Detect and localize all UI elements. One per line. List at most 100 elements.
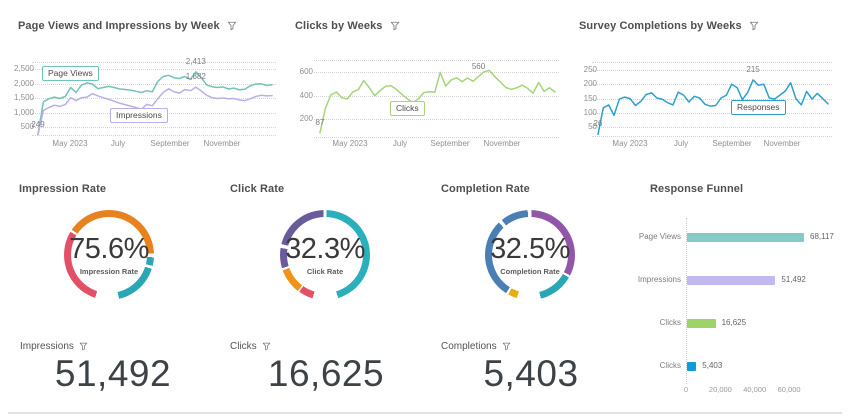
grid-line: [592, 98, 832, 100]
y-axis-tick-label: 500: [20, 122, 34, 132]
funnel-x-tick-label: 0: [683, 385, 689, 394]
filter-icon[interactable]: [79, 342, 88, 351]
grid-line: [32, 98, 276, 100]
x-axis-label: May 2023: [612, 139, 648, 148]
grid-line: [32, 62, 276, 63]
series-line-responses[interactable]: [597, 79, 829, 136]
data-point-annotation: 215: [746, 64, 760, 74]
x-axis-label: May 2023: [52, 139, 88, 148]
grid-line: [592, 113, 832, 114]
funnel-zero-axis: [686, 218, 687, 384]
x-axis-label: November: [203, 139, 241, 148]
funnel-value-label: 5,403: [702, 361, 723, 370]
filter-icon[interactable]: [502, 342, 511, 351]
x-axis-label: November: [763, 139, 801, 148]
grid-line: [314, 71, 559, 73]
chart-title-text: Page Views and Impressions by Week: [18, 20, 220, 32]
y-axis-tick-label: 200: [299, 114, 313, 124]
line-plot-area: [37, 71, 273, 136]
gauge-completion-rate[interactable]: 32.5% Completion Rate: [485, 210, 575, 300]
grid-line: [592, 136, 832, 137]
y-axis-tick-label: 400: [299, 90, 313, 100]
filter-icon[interactable]: [262, 342, 271, 351]
gauge-impression-rate[interactable]: 75.6% Impression Rate: [64, 210, 154, 300]
y-axis-tick-label: 1,000: [13, 107, 34, 117]
gauge-title-text: Click Rate: [230, 183, 285, 195]
series-label-chip-clicks[interactable]: Clicks: [390, 101, 425, 116]
grid-line: [32, 127, 276, 129]
x-axis-label: July: [392, 139, 408, 148]
funnel-x-tick-label: 60,000: [777, 385, 801, 394]
funnel-value-label: 16,625: [721, 318, 747, 327]
line-plot-area: [597, 79, 829, 136]
chart-title-text: Clicks by Weeks: [295, 20, 383, 32]
funnel-bar-page-views[interactable]: [687, 232, 804, 242]
funnel-x-tick-label: 20,000: [708, 385, 732, 394]
bottom-divider: [8, 412, 842, 414]
funnel-category-label: Page Views: [638, 232, 681, 241]
x-axis-label: May 2023: [332, 139, 368, 148]
data-point-annotation: 87: [315, 117, 325, 127]
funnel-category-label: Impressions: [637, 275, 681, 284]
line-plot-area: [319, 69, 556, 134]
grid-line: [32, 134, 276, 136]
data-point-annotation: 249: [31, 119, 45, 129]
funnel-category-label: Clicks: [659, 361, 681, 370]
grid-line: [592, 69, 832, 71]
y-axis-tick-label: 600: [299, 66, 313, 76]
kpi-value-completions: 5,403: [483, 353, 579, 394]
data-point-annotation: 26: [593, 119, 603, 129]
x-axis-label: November: [483, 139, 521, 148]
series-line-impressions[interactable]: [37, 86, 273, 136]
grid-line: [314, 60, 559, 61]
series-line-page-views[interactable]: [37, 71, 273, 136]
chart-title-clicks: Clicks by Weeks: [295, 20, 400, 32]
y-axis-tick-label: 2,500: [13, 64, 34, 74]
gauge-title-text: Completion Rate: [441, 183, 530, 195]
y-axis-tick-label: 250: [583, 64, 597, 74]
series-label-chip-responses[interactable]: Responses: [731, 100, 786, 115]
gauge-value: 32.5%: [490, 232, 570, 265]
chart-title-survey-completions: Survey Completions by Weeks: [579, 20, 759, 32]
kpi-value-clicks: 16,625: [267, 353, 385, 394]
funnel-category-label: Clicks: [659, 318, 681, 327]
funnel-x-tick-label: 40,000: [743, 385, 767, 394]
series-label-chip-page-views[interactable]: Page Views: [42, 66, 99, 81]
chart-title-text: Survey Completions by Weeks: [579, 20, 742, 32]
gauge-title-click-rate: Click Rate: [230, 183, 284, 195]
kpi-label-text: Impressions: [20, 341, 74, 352]
filter-icon[interactable]: [390, 21, 400, 31]
data-point-annotation: 560: [471, 61, 486, 71]
chart-title-page-views-impressions: Page Views and Impressions by Week: [18, 20, 237, 32]
grid-line: [314, 95, 559, 97]
grid-line: [32, 83, 276, 85]
gauge-click-rate[interactable]: 32.3% Click Rate: [280, 210, 370, 300]
y-axis-tick-label: 200: [583, 79, 597, 89]
grid-line: [314, 137, 559, 138]
kpi-label-completions: Completions: [441, 341, 511, 352]
gauge-center-label: Impression Rate: [79, 266, 139, 276]
gauge-hole: 32.3% Click Rate: [285, 217, 365, 293]
data-point-annotation: 2,413: [185, 56, 206, 66]
funnel-bar-clicks[interactable]: [687, 361, 697, 371]
x-axis-label: July: [673, 139, 689, 148]
series-line-clicks[interactable]: [319, 69, 556, 134]
grid-line: [592, 127, 832, 129]
series-label-chip-impressions[interactable]: Impressions: [110, 108, 168, 123]
gauge-value: 32.3%: [285, 232, 365, 265]
funnel-value-label: 68,117: [810, 232, 834, 241]
funnel-bar-impressions[interactable]: [687, 275, 776, 285]
gauge-title-text: Impression Rate: [19, 183, 107, 195]
filter-icon[interactable]: [749, 21, 759, 31]
gauge-title-completion-rate: Completion Rate: [441, 183, 530, 195]
chart-title-text: Response Funnel: [650, 183, 744, 195]
gauge-hole: 32.5% Completion Rate: [490, 217, 570, 293]
x-axis-label: September: [430, 139, 470, 148]
kpi-label-text: Clicks: [230, 341, 257, 352]
y-axis-tick-label: 2,000: [13, 78, 34, 88]
y-axis-tick-label: 1,500: [13, 93, 34, 103]
funnel-bar-clicks[interactable]: [687, 318, 716, 328]
data-point-annotation: 1,882: [185, 72, 206, 82]
filter-icon[interactable]: [227, 21, 237, 31]
funnel-value-label: 51,492: [781, 275, 806, 284]
